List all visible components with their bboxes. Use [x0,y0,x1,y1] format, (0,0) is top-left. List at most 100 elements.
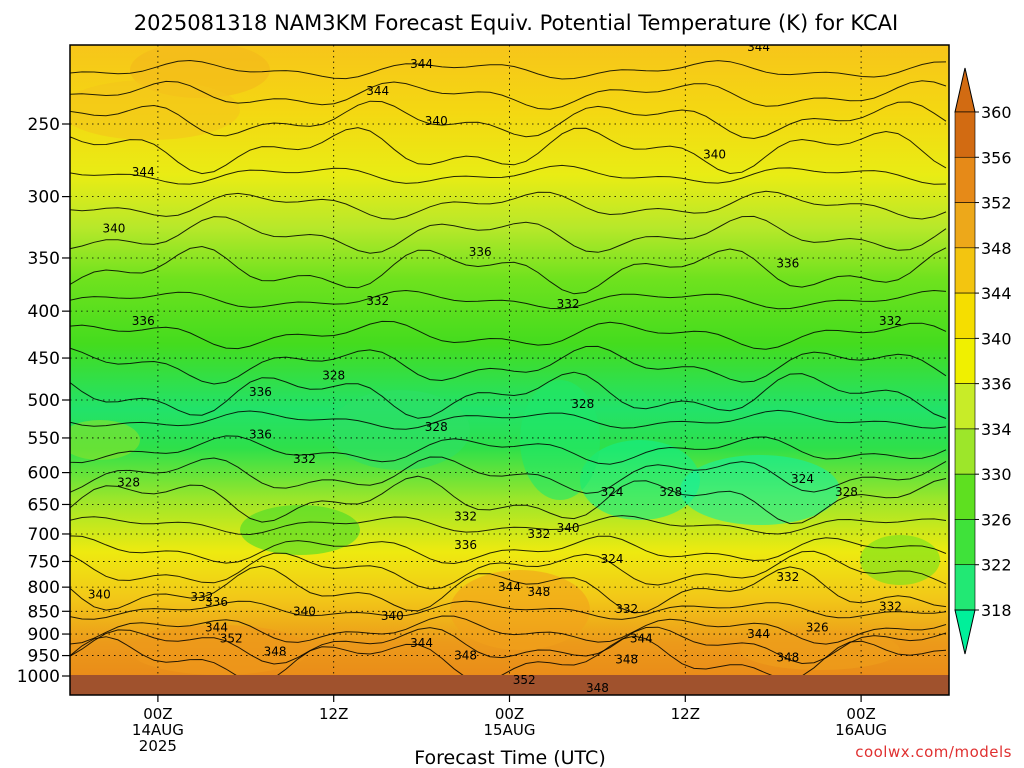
colorbar-segment [954,292,976,339]
x-tick-label: 15AUG [484,721,536,739]
contour-label: 344 [410,57,433,71]
contour-label: 328 [425,420,448,434]
contour-label: 332 [615,602,638,616]
contour-label: 348 [586,681,609,695]
theta-anomaly-blob [70,420,140,460]
x-tick-label: 12Z [319,705,348,723]
y-tick-label: 300 [28,188,60,208]
theta-anomaly-blob [520,380,600,500]
contour-label: 344 [205,620,228,634]
contour-label: 324 [601,485,624,499]
contour-label: 348 [264,644,287,658]
colorbar-tick-label: 348 [981,239,1012,258]
contour-label: 324 [601,552,624,566]
contour-label: 336 [469,245,492,259]
y-tick-label: 1000 [17,667,60,687]
contour-label: 328 [659,485,682,499]
contour-line [70,535,947,565]
contour-label: 340 [293,604,316,618]
y-tick-label: 400 [28,302,60,322]
contour-label: 344 [498,580,521,594]
colorbar-extend-max [954,67,976,113]
contour-line [70,164,947,185]
contour-label: 340 [88,588,111,602]
contour-label: 326 [806,620,829,634]
contour-label: 332 [557,297,580,311]
x-tick-label: 00Z [846,705,875,723]
y-tick-label: 650 [28,495,60,515]
contour-line [70,289,947,310]
contour-line [70,345,947,385]
colorbar-segment [954,338,976,384]
contour-line [70,215,947,254]
theta-anomaly-blob [860,535,940,585]
contour-line [70,371,947,419]
colorbar-tick-label: 352 [981,194,1012,213]
contour-label: 336 [205,595,228,609]
x-tick-label: 12Z [671,705,700,723]
contour-line [70,435,947,465]
contour-label: 352 [513,673,536,687]
contour-label: 336 [776,257,799,271]
contour-label: 336 [249,385,272,399]
contour-label: 336 [132,314,155,328]
contour-line [70,320,947,350]
contour-label: 332 [879,600,902,614]
x-tick-label: 00Z [495,705,524,723]
contour-line [70,565,947,614]
contour-label: 340 [102,221,125,235]
y-tick-label: 800 [28,578,60,598]
contour-label: 332 [527,527,550,541]
contour-label: 344 [132,165,155,179]
theta-anomaly-blob [450,570,590,650]
y-tick-label: 700 [28,525,60,545]
colorbar-segment [954,247,976,294]
contour-label: 348 [527,585,550,599]
contour-label: 344 [747,627,770,641]
theta-anomaly-blob [130,625,310,675]
colorbar-tick-label: 344 [981,284,1012,303]
contour-label: 328 [322,368,345,382]
contour-label: 336 [249,427,272,441]
colorbar-segment [954,473,976,520]
colorbar-tick-label: 334 [981,420,1012,439]
y-tick-label: 500 [28,391,60,411]
contour-label: 332 [454,510,477,524]
y-axis: 250 300 350 400 450 500 550 600 650 700 750 800 850 9… [17,115,70,687]
credit-text: coolwx.com/models [855,743,1012,761]
contour-line [70,456,947,494]
contour-label: 348 [776,651,799,665]
colorbar-tick-label: 340 [981,329,1012,348]
theta-anomaly-blob [740,630,900,670]
colorbar-tick-label: 356 [981,148,1012,167]
y-tick-label: 450 [28,349,60,369]
colorbar-tick-label: 322 [981,556,1012,575]
grid-lines [70,45,949,695]
contour-label: 344 [630,631,653,645]
y-tick-label: 950 [28,647,60,667]
y-tick-label: 250 [28,115,60,135]
contour-label: 332 [293,452,316,466]
contour-line [70,600,947,620]
contour-line [70,59,947,80]
theta-anomaly-blob [240,505,360,555]
colorbar-extend-min [954,609,976,655]
contour-label: 340 [703,148,726,162]
colorbar-segment [954,428,976,475]
contour-label: 348 [454,649,477,663]
contour-label: 348 [615,653,638,667]
contour-label: 328 [571,397,594,411]
colorbar-tick-label: 326 [981,510,1012,529]
colorbar: 360 356 352 348 344 340 336 334 330 326 322 318 [954,67,1012,655]
contour-labels: 344 344 340 336 344 340 340 344 336 336 332 332 332 3… [88,40,902,695]
contour-label: 332 [879,314,902,328]
contour-line [70,515,947,536]
contour-line [70,626,947,665]
contour-line [70,80,947,110]
contour-line [70,615,947,645]
contour-label: 328 [117,475,140,489]
contour-label: 332 [776,570,799,584]
contour-label: 352 [220,631,243,645]
contour-label: 344 [747,40,770,54]
y-tick-label: 600 [28,464,60,484]
